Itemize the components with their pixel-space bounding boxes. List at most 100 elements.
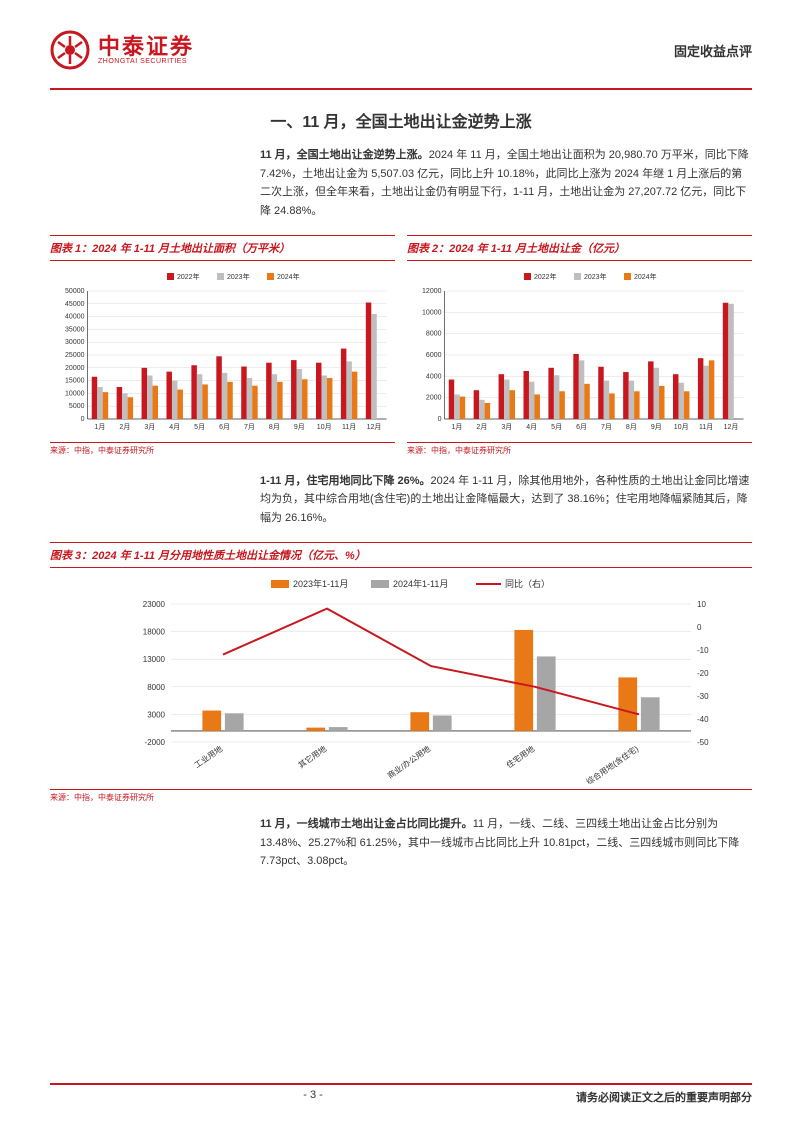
disclaimer: 请务必阅读正文之后的重要声明部分	[576, 1089, 752, 1105]
svg-text:20000: 20000	[65, 365, 85, 372]
svg-text:工业用地: 工业用地	[192, 743, 224, 770]
chart-3-source: 来源：中指，中泰证券研究所	[50, 789, 752, 803]
para3-lead: 11 月，一线城市土地出让金占比同比提升。	[260, 818, 473, 830]
logo-text-en: ZHONGTAI SECURITIES	[98, 58, 194, 65]
svg-text:-2000: -2000	[145, 738, 166, 747]
svg-text:2月: 2月	[476, 423, 487, 431]
svg-text:13000: 13000	[143, 655, 166, 664]
logo: 中泰证券 ZHONGTAI SECURITIES	[50, 30, 194, 70]
svg-text:40000: 40000	[65, 313, 85, 320]
header-divider	[50, 88, 752, 90]
svg-text:其它用地: 其它用地	[296, 743, 328, 770]
chart-1-title: 图表 1：2024 年 1-11 月土地出让面积（万平米）	[50, 243, 290, 255]
svg-text:12月: 12月	[367, 423, 382, 431]
svg-text:45000: 45000	[65, 301, 85, 308]
svg-text:4月: 4月	[526, 423, 537, 431]
svg-text:0: 0	[81, 416, 85, 423]
chart-2: 图表 2：2024 年 1-11 月土地出让金（亿元） 2022年2023年20…	[407, 235, 752, 468]
svg-text:9月: 9月	[651, 423, 662, 431]
svg-text:0: 0	[697, 623, 702, 632]
svg-text:8月: 8月	[269, 423, 280, 431]
svg-text:23000: 23000	[143, 600, 166, 609]
svg-text:住宅用地: 住宅用地	[504, 743, 536, 770]
svg-text:12月: 12月	[724, 423, 739, 431]
svg-text:10: 10	[697, 600, 706, 609]
section-title: 一、11 月，全国土地出让金逆势上涨	[50, 108, 752, 132]
svg-text:2023年: 2023年	[584, 272, 607, 281]
svg-text:2024年1-11月: 2024年1-11月	[393, 578, 448, 589]
svg-text:10月: 10月	[317, 423, 332, 431]
para1-lead: 11 月，全国土地出让金逆势上涨。	[260, 149, 429, 161]
svg-text:3月: 3月	[144, 423, 155, 431]
chart-1-source: 来源：中指，中泰证券研究所	[50, 442, 395, 456]
svg-text:11月: 11月	[342, 423, 356, 431]
svg-text:2022年: 2022年	[534, 272, 557, 281]
chart-2-title: 图表 2：2024 年 1-11 月土地出让金（亿元）	[407, 243, 625, 255]
svg-text:-40: -40	[697, 715, 709, 724]
svg-text:7月: 7月	[601, 423, 612, 431]
svg-text:3000: 3000	[147, 710, 165, 719]
footer: - 3 - 请务必阅读正文之后的重要声明部分	[50, 1083, 752, 1105]
chart-3-title: 图表 3：2024 年 1-11 月分用地性质土地出让金情况（亿元、%）	[50, 550, 366, 562]
footer-divider	[50, 1083, 752, 1085]
svg-text:12000: 12000	[422, 288, 442, 295]
svg-text:2000: 2000	[426, 394, 442, 401]
svg-text:11月: 11月	[699, 423, 713, 431]
svg-text:8月: 8月	[626, 423, 637, 431]
chart-3: 图表 3：2024 年 1-11 月分用地性质土地出让金情况（亿元、%） 202…	[50, 542, 752, 803]
svg-text:2022年: 2022年	[177, 272, 200, 281]
svg-text:6月: 6月	[219, 423, 230, 431]
svg-text:2024年: 2024年	[634, 272, 657, 281]
svg-text:2023年1-11月: 2023年1-11月	[293, 578, 348, 589]
paragraph-1: 11 月，全国土地出让金逆势上涨。2024 年 11 月，全国土地出让面积为 2…	[260, 146, 752, 221]
svg-text:0: 0	[438, 416, 442, 423]
doc-type: 固定收益点评	[674, 41, 752, 60]
svg-text:8000: 8000	[426, 330, 442, 337]
chart-2-source: 来源：中指，中泰证券研究所	[407, 442, 752, 456]
svg-text:-20: -20	[697, 669, 709, 678]
chart-1: 图表 1：2024 年 1-11 月土地出让面积（万平米） 2022年 2023年…	[50, 235, 395, 468]
page-header: 中泰证券 ZHONGTAI SECURITIES 固定收益点评	[50, 30, 752, 70]
svg-text:9月: 9月	[294, 423, 305, 431]
logo-text-cn: 中泰证券	[98, 36, 194, 58]
chart-2-svg: 2022年 2023年 2024年 0 2000 4000 6000 8000 10000 120…	[407, 267, 752, 437]
svg-text:25000: 25000	[65, 352, 85, 359]
svg-text:50000: 50000	[65, 288, 85, 295]
svg-text:-30: -30	[697, 692, 709, 701]
svg-text:15000: 15000	[65, 377, 85, 384]
svg-text:35000: 35000	[65, 326, 85, 333]
svg-text:2023年: 2023年	[227, 272, 250, 281]
svg-text:-10: -10	[697, 646, 709, 655]
svg-text:1月: 1月	[95, 423, 106, 431]
svg-text:4月: 4月	[169, 423, 180, 431]
svg-text:10月: 10月	[674, 423, 689, 431]
svg-text:综合用地(含住宅): 综合用地(含住宅)	[584, 743, 640, 784]
svg-text:7月: 7月	[244, 423, 255, 431]
svg-text:5月: 5月	[551, 423, 562, 431]
svg-text:-50: -50	[697, 738, 709, 747]
svg-text:10000: 10000	[422, 309, 442, 316]
svg-text:10000: 10000	[65, 390, 85, 397]
para2-lead: 1-11 月，住宅用地同比下降 26%。	[260, 475, 431, 487]
svg-text:2024年: 2024年	[277, 272, 300, 281]
svg-text:18000: 18000	[143, 627, 166, 636]
svg-text:2月: 2月	[119, 423, 130, 431]
paragraph-2: 1-11 月，住宅用地同比下降 26%。2024 年 1-11 月，除其他用地外…	[260, 472, 752, 528]
svg-text:4000: 4000	[426, 373, 442, 380]
chart-3-svg: 2023年1-11月 2024年1-11月 同比（右） -2000 3000 8000 13…	[50, 574, 752, 784]
svg-text:5月: 5月	[194, 423, 205, 431]
svg-text:同比（右）: 同比（右）	[505, 578, 550, 589]
svg-text:8000: 8000	[147, 683, 165, 692]
logo-icon	[50, 30, 90, 70]
svg-text:1月: 1月	[452, 423, 463, 431]
svg-text:6月: 6月	[576, 423, 587, 431]
svg-text:商业/办公用地: 商业/办公用地	[385, 743, 432, 780]
page-number: - 3 -	[50, 1089, 576, 1105]
chart-row-1-2: 图表 1：2024 年 1-11 月土地出让面积（万平米） 2022年 2023年…	[50, 235, 752, 468]
chart-1-svg: 2022年 2023年 2024年 0 5000 10000 15000 20000 25000…	[50, 267, 395, 437]
svg-text:5000: 5000	[69, 403, 85, 410]
paragraph-3: 11 月，一线城市土地出让金占比同比提升。11 月，一线、二线、三四线土地出让金…	[260, 815, 752, 871]
svg-text:3月: 3月	[501, 423, 512, 431]
svg-text:30000: 30000	[65, 339, 85, 346]
svg-text:6000: 6000	[426, 352, 442, 359]
